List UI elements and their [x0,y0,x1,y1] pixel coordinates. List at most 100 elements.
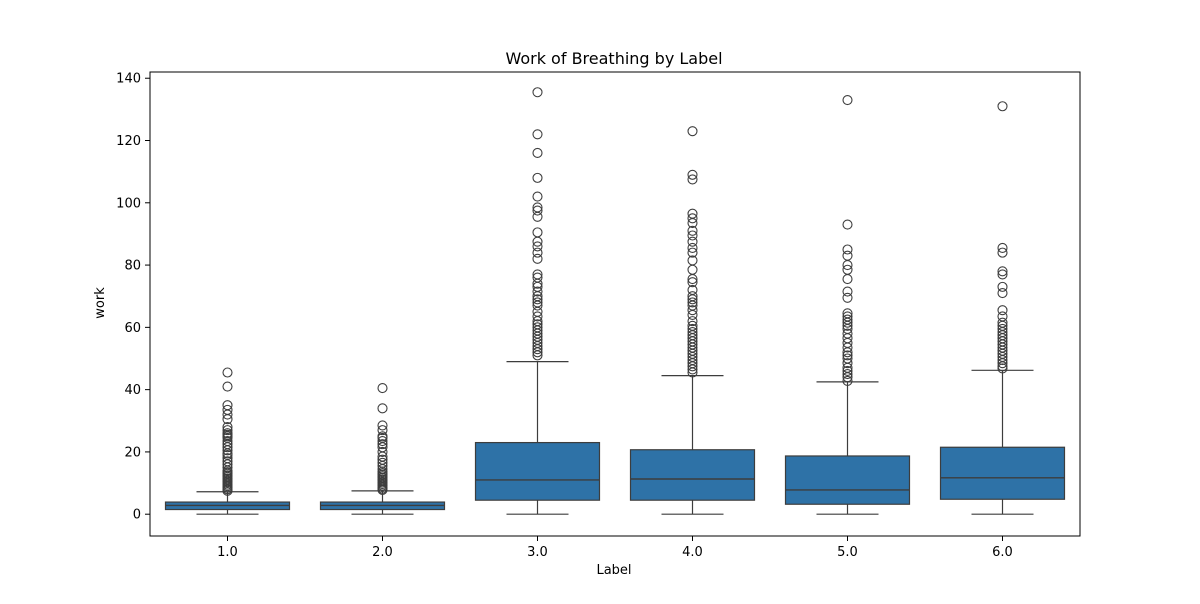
outlier-point [687,213,698,224]
x-axis-label: Label [596,563,631,578]
x-tick-label: 2.0 [372,545,393,560]
outlier-point [997,305,1008,316]
outlier-point [842,353,853,364]
outlier-point [532,205,543,216]
outlier-point [842,250,853,261]
outlier-point [222,425,233,436]
outlier-point [842,219,853,230]
outlier-point [532,272,543,283]
outlier-point [532,311,543,322]
outlier-point [532,319,543,330]
outlier-point [377,383,388,394]
outlier-point [842,365,853,377]
outlier-point [687,247,698,258]
outlier-point [997,281,1008,292]
box [784,455,911,505]
outlier-point [687,126,698,137]
outlier-point [532,247,543,258]
outlier-point [687,264,698,275]
outlier-point [842,311,853,322]
box [629,449,756,501]
outlier-point [687,305,698,316]
x-tick-label: 1.0 [217,545,238,560]
outlier-point [842,358,853,369]
outlier-point [997,311,1008,322]
outlier-point [687,169,698,180]
outlier-point [842,286,853,297]
outlier-point [532,294,543,305]
outlier-point [687,326,698,338]
y-axis: 0 20 40 60 80 100 120 140 [116,72,150,523]
outlier-point [997,266,1008,277]
outlier-point [687,242,698,253]
outlier-point [222,428,233,439]
y-tick-label: 80 [124,259,141,274]
outlier-point [997,269,1008,280]
outlier-point [532,269,543,280]
outlier-point [687,323,698,334]
outlier-point [532,253,543,264]
outlier-point [842,244,853,255]
outlier-point [532,87,543,98]
outlier-point [222,421,233,433]
y-tick-label: 40 [124,383,141,398]
y-axis-label: work [93,287,108,319]
outlier-point [687,236,698,247]
outlier-point [842,375,853,386]
outlier-point [377,425,388,436]
outlier-point [222,400,233,411]
y-tick-label: 20 [124,445,141,460]
x-tick-label: 4.0 [682,545,703,560]
box-group-1-0 [164,367,291,515]
plot-frame [149,71,1081,537]
y-tick-label: 100 [116,196,141,211]
outlier-point [532,286,543,297]
outlier-point [842,314,853,325]
outlier-point [997,323,1008,334]
outlier-point [532,322,543,333]
outlier-point [377,420,388,431]
y-tick-label: 140 [116,72,141,87]
outlier-point [687,320,698,331]
outlier-point [687,225,698,236]
box-group-6-0 [939,101,1066,515]
outlier-point [997,247,1008,258]
outlier-point [377,403,388,414]
box-group-5-0 [784,94,911,515]
outlier-point [222,381,233,392]
outlier-point [532,202,543,213]
outlier-point [997,317,1008,328]
outlier-point [687,284,698,296]
outlier-point [842,264,853,275]
outlier-point [222,456,233,467]
outlier-point [377,457,388,468]
outlier-point [532,191,543,202]
outlier-point [687,316,698,327]
outlier-point [532,129,543,140]
outlier-point [842,94,853,106]
outlier-point [222,435,233,447]
box [939,446,1066,500]
outlier-point [842,292,853,303]
outlier-point [532,241,543,252]
y-tick-label: 0 [133,508,141,523]
x-tick-label: 6.0 [992,545,1013,560]
x-axis: 1.0 2.0 3.0 4.0 5.0 6.0 [217,536,1013,560]
box-group-4-0 [629,126,756,515]
outlier-point [842,308,853,319]
outlier-point [377,446,388,457]
outlier-point [687,277,698,288]
outlier-point [222,404,233,415]
y-tick-label: 60 [124,321,141,336]
outlier-point [377,454,388,465]
outlier-point [222,453,233,464]
chart-title: Work of Breathing by Label [505,49,722,68]
outlier-point [842,350,853,361]
outlier-point [842,328,853,339]
outlier-point [997,288,1008,299]
outlier-point [842,274,853,285]
outlier-point [532,227,543,238]
outlier-point [687,208,698,219]
